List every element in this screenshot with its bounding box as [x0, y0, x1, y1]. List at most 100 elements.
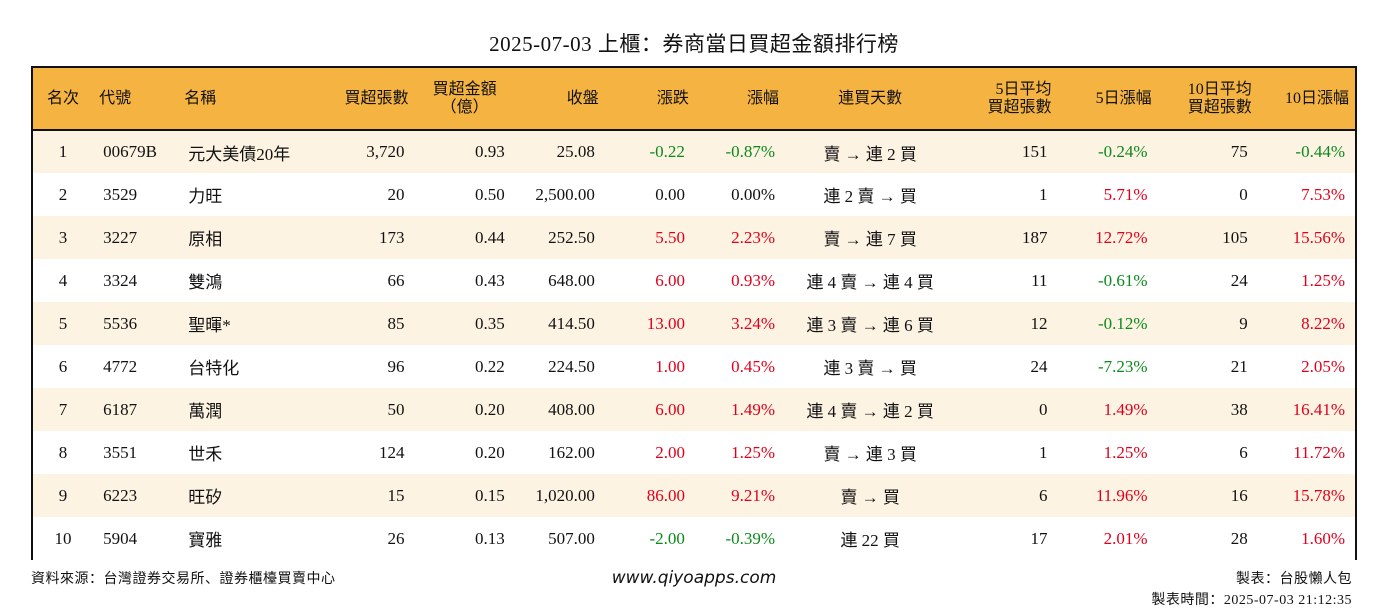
cell-streak: 賣 → 連 7 買: [823, 230, 917, 249]
cell-avg10-lots: 38: [1230, 399, 1248, 419]
cell-close: 224.50: [548, 356, 595, 376]
cell-pct10: 8.22%: [1301, 313, 1345, 333]
table-row: 10 5904 寶雅 26 0.13 507.00 -2.00 -0.39% 連 22 買 17 2…: [33, 517, 1355, 560]
column-header: 漲跌: [604, 68, 695, 131]
table-row: 2 3529 力旺 20 0.50 2,500.00 0.00 0.00% 連 2 賣 → 買 1…: [33, 173, 1355, 216]
cell-avg5-lots: 151: [1021, 142, 1048, 161]
cell-buy-lots: 124: [379, 442, 405, 462]
cell-pct5: -0.12%: [1098, 313, 1148, 333]
cell-change-pct: 1.49%: [731, 399, 776, 419]
table-row: 9 6223 旺矽 15 0.15 1,020.00 86.00 9.21% 賣 → 買 6 11.…: [33, 474, 1355, 517]
cell-avg10-lots: 24: [1230, 270, 1248, 290]
cell-pct5: 12.72%: [1095, 227, 1148, 247]
cell-avg5-lots: 11: [1031, 270, 1048, 290]
cell-buy-lots: 15: [387, 485, 405, 505]
column-header: 名次: [33, 68, 94, 131]
cell-pct5: 1.49%: [1103, 399, 1148, 419]
cell-buy-amount: 0.43: [474, 270, 505, 290]
cell-name: 聖暉*: [188, 316, 231, 335]
cell-rank: 5: [58, 313, 68, 333]
cell-rank: 1: [58, 142, 68, 161]
column-header: 10日漲幅: [1257, 68, 1355, 131]
cell-buy-lots: 26: [387, 528, 405, 548]
cell-buy-lots: 66: [387, 270, 405, 290]
cell-code: 5904: [103, 528, 138, 548]
cell-buy-lots: 20: [387, 184, 405, 204]
cell-avg5-lots: 0: [1038, 399, 1048, 419]
cell-change: -0.22: [649, 142, 685, 161]
cell-change-pct: 0.93%: [731, 270, 776, 290]
cell-change-pct: 9.21%: [731, 485, 776, 505]
cell-avg5-lots: 6: [1038, 485, 1048, 505]
cell-avg5-lots: 1: [1038, 184, 1048, 204]
cell-name: 萬潤: [188, 402, 223, 421]
cell-close: 408.00: [548, 399, 595, 419]
cell-close: 2,500.00: [535, 184, 595, 204]
cell-buy-amount: 0.20: [474, 399, 505, 419]
cell-change: 86.00: [646, 485, 685, 505]
cell-name: 雙鴻: [188, 273, 223, 292]
cell-close: 25.08: [556, 142, 595, 161]
cell-pct10: 1.60%: [1301, 528, 1345, 548]
cell-pct5: 2.01%: [1103, 528, 1148, 548]
cell-streak: 賣 → 買: [840, 488, 900, 507]
column-header: 漲幅: [694, 68, 786, 131]
column-header: 連買天數: [785, 68, 956, 131]
table-body: 1 00679B 元大美債20年 3,720 0.93 25.08 -0.22 -0.87% 賣…: [33, 130, 1355, 560]
cell-change-pct: 0.00%: [731, 184, 776, 204]
cell-name: 原相: [188, 230, 223, 249]
cell-buy-lots: 173: [379, 227, 405, 247]
cell-pct10: 11.72%: [1293, 442, 1345, 462]
cell-buy-amount: 0.50: [474, 184, 505, 204]
column-header: 收盤: [514, 68, 605, 131]
cell-name: 力旺: [188, 187, 223, 206]
cell-pct10: -0.44%: [1295, 142, 1345, 161]
cell-change-pct: 3.24%: [731, 313, 776, 333]
cell-avg10-lots: 105: [1222, 227, 1248, 247]
cell-streak: 連 2 賣 → 買: [823, 187, 917, 206]
cell-buy-amount: 0.20: [474, 442, 505, 462]
cell-name: 台特化: [188, 359, 240, 378]
cell-streak: 賣 → 連 2 買: [823, 144, 917, 164]
cell-code: 5536: [103, 313, 138, 333]
table-row: 1 00679B 元大美債20年 3,720 0.93 25.08 -0.22 -0.87% 賣…: [33, 130, 1355, 173]
cell-streak: 賣 → 連 3 買: [823, 445, 917, 464]
cell-code: 3324: [103, 270, 138, 290]
table-row: 7 6187 萬潤 50 0.20 408.00 6.00 1.49% 連 4 賣 → 連 2 …: [33, 388, 1355, 431]
cell-change: -2.00: [649, 528, 685, 548]
cell-close: 507.00: [548, 528, 595, 548]
cell-rank: 3: [58, 227, 68, 247]
cell-close: 162.00: [548, 442, 595, 462]
cell-streak: 連 4 賣 → 連 4 買: [806, 273, 934, 292]
cell-close: 648.00: [548, 270, 595, 290]
website-link[interactable]: www.qiyoapps.com: [611, 568, 777, 588]
cell-code: 3551: [103, 442, 138, 462]
cell-pct10: 16.41%: [1292, 399, 1345, 419]
cell-pct5: -7.23%: [1098, 356, 1148, 376]
cell-rank: 8: [58, 442, 68, 462]
cell-avg5-lots: 187: [1021, 227, 1048, 247]
cell-avg10-lots: 28: [1230, 528, 1248, 548]
cell-close: 414.50: [548, 313, 595, 333]
column-header: 買超張數: [318, 68, 415, 131]
author-label: 製表：台股懶人包: [1236, 572, 1352, 587]
ranking-table: 名次 代號 名稱 買超張數 買超金額 （億） 收盤 漲跌 漲幅 連買天數 5日平均 買超張數 5日漲幅 1…: [31, 66, 1357, 560]
cell-rank: 9: [58, 485, 68, 505]
cell-name: 元大美債20年: [188, 144, 291, 164]
cell-avg10-lots: 16: [1230, 485, 1248, 505]
cell-buy-lots: 50: [387, 399, 405, 419]
cell-pct5: 11.96%: [1095, 485, 1148, 505]
cell-buy-lots: 96: [387, 356, 405, 376]
cell-avg5-lots: 17: [1030, 528, 1048, 548]
column-header: 10日平均 買超張數: [1157, 68, 1258, 131]
cell-avg5-lots: 24: [1030, 356, 1048, 376]
cell-avg5-lots: 12: [1030, 313, 1048, 333]
cell-streak: 連 22 買: [840, 531, 900, 550]
cell-change-pct: -0.87%: [725, 142, 776, 161]
cell-change: 6.00: [655, 270, 685, 290]
cell-pct5: 5.71%: [1103, 184, 1148, 204]
cell-pct5: 1.25%: [1103, 442, 1148, 462]
page-title: 2025-07-03 上櫃：券商當日買超金額排行榜: [489, 32, 899, 56]
cell-change: 1.00: [655, 356, 685, 376]
cell-rank: 10: [54, 528, 72, 548]
